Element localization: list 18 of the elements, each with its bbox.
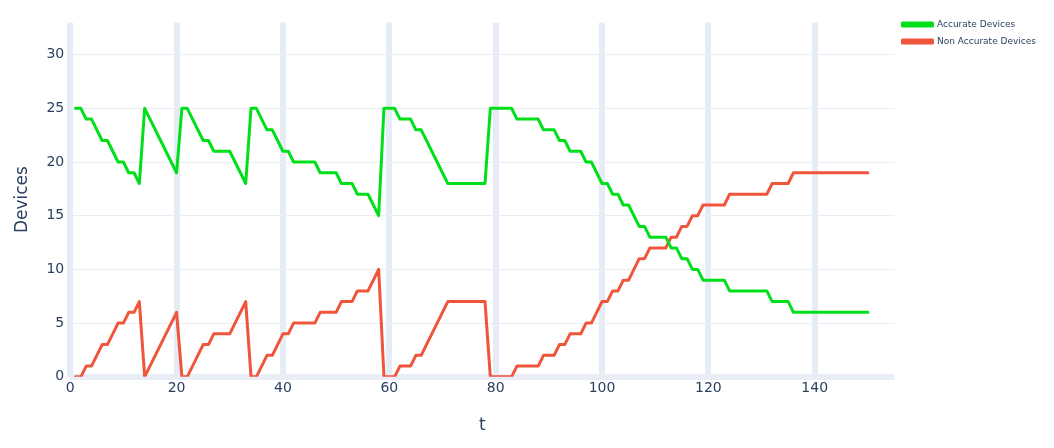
x-tick-label: 80 [486,378,505,395]
y-tick-label: 10 [46,260,65,277]
x-tick-label: 100 [588,378,616,395]
x-tick-label: 140 [801,378,829,395]
legend-label: Non Accurate Devices [936,35,1037,46]
x-axis-title: t [479,414,487,435]
y-tick-label: 15 [46,206,65,223]
x-tick-label: 60 [380,378,399,395]
y-tick-label: 20 [46,152,65,169]
y-tick-label: 30 [46,45,65,62]
y-axis-title: Devices [10,165,31,234]
x-tick-label: 40 [274,378,292,395]
y-tick-label: 0 [55,367,65,384]
x-tick-label: 120 [694,378,722,395]
legend-label: Accurate Devices [936,18,1016,29]
y-tick-label: 5 [55,313,65,330]
y-tick-label: 25 [46,98,65,115]
x-tick-label: 20 [167,378,186,395]
